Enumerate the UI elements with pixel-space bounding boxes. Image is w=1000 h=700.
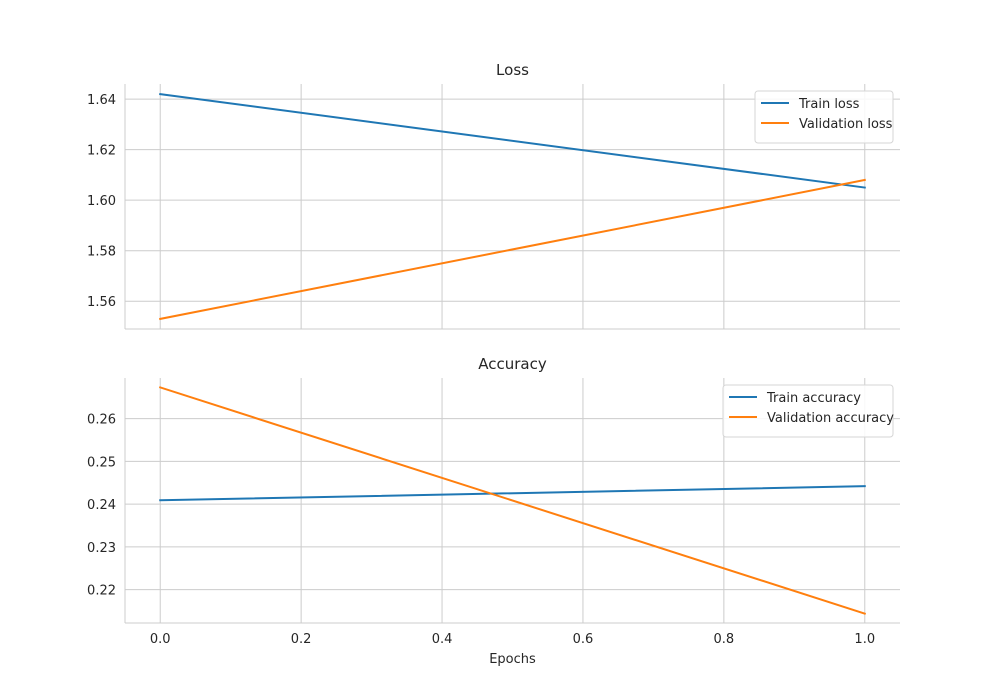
loss-legend: Train loss Validation loss <box>754 90 894 144</box>
y-tick-label: 1.62 <box>87 144 116 159</box>
y-tick-label: 0.24 <box>87 498 116 513</box>
validation-accuracy-legend-label: Validation accuracy <box>767 411 894 426</box>
train-loss-legend-label: Train loss <box>798 97 860 112</box>
train-loss-line <box>159 92 866 189</box>
x-tick-label: 0.2 <box>291 632 312 647</box>
legend-frame <box>722 384 894 438</box>
y-tick-label: 0.26 <box>87 413 116 428</box>
loss-title: Loss <box>496 61 529 79</box>
x-tick-label: 0.0 <box>150 632 171 647</box>
y-tick-label: 1.56 <box>87 295 116 310</box>
y-tick-label: 0.25 <box>87 455 116 470</box>
y-tick-label: 1.60 <box>87 194 116 209</box>
x-tick-label: 1.0 <box>854 632 875 647</box>
loss-panel: 1.56 1.58 1.60 1.62 1.64 Loss Train loss Valida… <box>87 61 900 330</box>
x-axis-label: Epochs <box>489 652 536 667</box>
y-tick-label: 1.64 <box>87 93 116 108</box>
validation-accuracy-line <box>158 386 867 615</box>
x-tick-label: 0.8 <box>714 632 735 647</box>
x-tick-label: 0.4 <box>432 632 453 647</box>
train-accuracy-line <box>159 485 866 502</box>
accuracy-title: Accuracy <box>478 355 547 373</box>
accuracy-legend: Train accuracy Validation accuracy <box>722 384 894 438</box>
y-tick-label: 0.22 <box>87 584 116 599</box>
validation-loss-line <box>159 178 866 321</box>
train-accuracy-legend-label: Train accuracy <box>766 391 861 406</box>
accuracy-panel: 0.0 0.2 0.4 0.6 0.8 1.0 0.22 0.23 0.24 0.25 0.26 Ac… <box>87 355 900 667</box>
y-tick-label: 1.58 <box>87 245 116 260</box>
validation-loss-legend-label: Validation loss <box>799 117 893 132</box>
legend-frame <box>754 90 894 144</box>
y-tick-label: 0.23 <box>87 541 116 556</box>
x-tick-label: 0.6 <box>573 632 594 647</box>
